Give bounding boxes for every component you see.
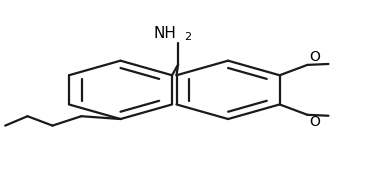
Text: 2: 2 <box>184 32 191 42</box>
Text: NH: NH <box>153 26 176 41</box>
Text: O: O <box>309 50 320 64</box>
Text: O: O <box>309 115 320 129</box>
